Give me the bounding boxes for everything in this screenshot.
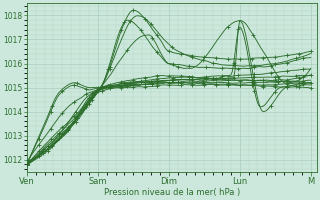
X-axis label: Pression niveau de la mer( hPa ): Pression niveau de la mer( hPa ) [104, 188, 240, 197]
